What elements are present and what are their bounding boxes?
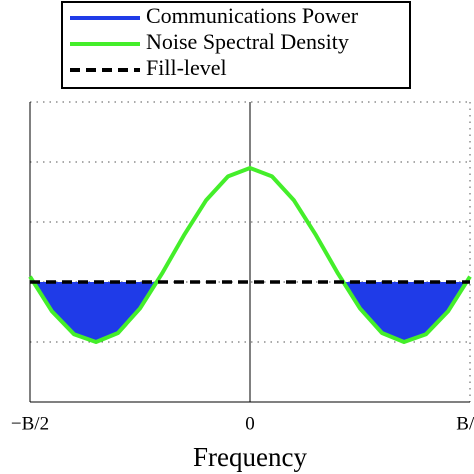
x-tick-label: B/2 xyxy=(456,413,474,434)
noise-line xyxy=(28,166,472,344)
x-tick-label: −B/2 xyxy=(11,413,49,434)
plot-area: −B/2 0 B/2 xyxy=(11,101,474,434)
legend-label: Fill-level xyxy=(146,55,227,80)
legend-label: Noise Spectral Density xyxy=(146,29,349,54)
legend-label: Communications Power xyxy=(146,3,359,28)
x-tick-label: 0 xyxy=(245,413,255,434)
communications-power-area xyxy=(30,282,470,342)
x-axis-label: Frequency xyxy=(193,442,307,472)
